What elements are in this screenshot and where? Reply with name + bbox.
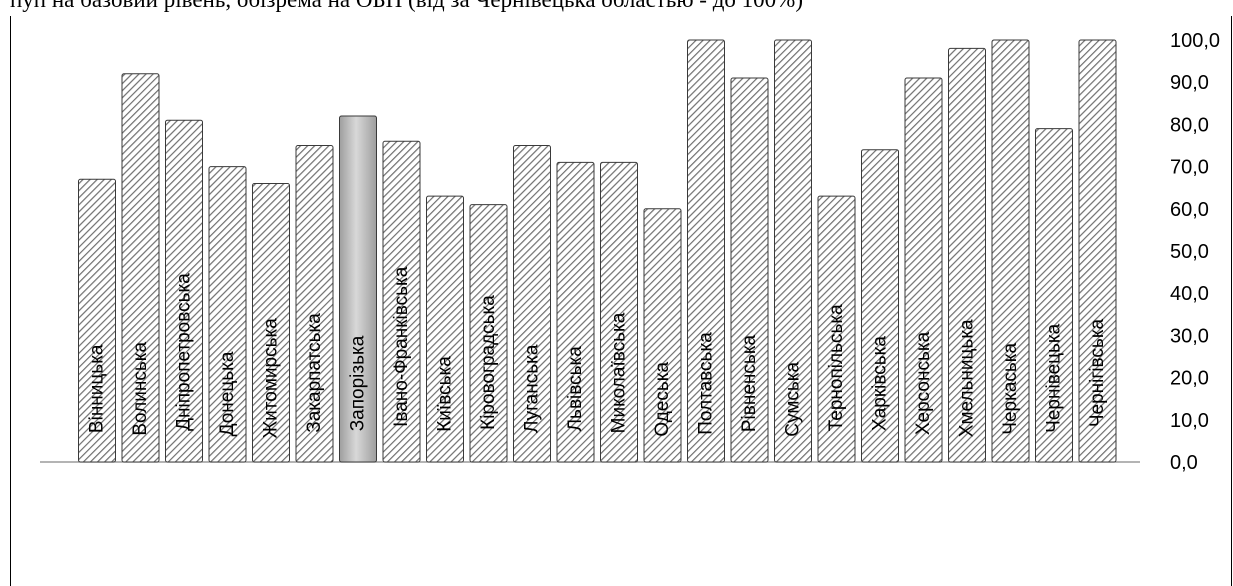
bar-21 [948,47,986,463]
bar-label-15: Полтавська [696,332,717,435]
y-tick-label-9: 90,0 [1170,72,1209,94]
bar-5 [252,183,290,463]
bar-1 [78,178,116,463]
bar-4 [208,166,247,463]
bar-label-17: Сумська [783,361,804,436]
bar-16 [730,77,769,463]
bar-7 [339,115,377,463]
bar-11 [513,145,551,463]
bar-label-6: Закарпатська [304,313,325,433]
bar-13 [600,161,638,463]
bar-3 [165,119,203,463]
bar-label-4: Донецька [217,351,238,436]
bar-2 [121,73,160,463]
bar-label-21: Хмельницька [957,319,978,437]
bar-22 [991,39,1030,463]
bar-label-8: Івано-Франківська [391,266,412,427]
bar-label-16: Рівненська [739,334,760,432]
y-tick-label-8: 80,0 [1170,114,1209,136]
bar-label-22: Черкаська [1000,342,1021,434]
bars-group [78,39,1117,463]
bar-label-3: Дніпропетровська [174,273,195,431]
bar-9 [426,195,464,463]
bar-label-1: Вінницька [87,344,108,433]
bar-labels-group: Вінницька Волинська Дніпропетровська Донець… [87,266,1109,438]
bar-label-12: Львівська [565,346,586,432]
bar-label-23: Чернівецька [1044,323,1065,432]
bar-label-24: Чернігівська [1087,318,1108,427]
bar-label-14: Одеська [652,362,673,437]
bar-label-5: Житомирська [261,318,282,439]
bar-17 [774,39,812,463]
y-tick-label-0: 0,0 [1170,452,1198,474]
y-tick-label-10: 100,0 [1170,30,1220,52]
bar-label-7: Запорізька [348,335,369,431]
bar-8 [382,140,421,463]
y-tick-label-5: 50,0 [1170,241,1209,263]
bar-18 [817,195,856,463]
bar-label-10: Кіровоградська [478,295,499,430]
bar-10 [469,204,508,463]
bar-20 [904,77,943,463]
y-tick-label-7: 70,0 [1170,157,1209,179]
bar-label-20: Херсонська [913,331,934,435]
bar-label-19: Харківська [870,336,891,431]
bar-label-18: Тернопільська [826,304,847,431]
bar-23 [1035,128,1073,463]
bar-14 [643,208,682,463]
bar-6 [295,145,334,463]
y-tick-label-6: 60,0 [1170,199,1209,221]
bar-12 [556,161,595,463]
y-tick-label-1: 10,0 [1170,410,1209,432]
bar-15 [687,39,725,463]
chart-frame [10,16,1232,586]
bar-label-9: Київська [435,356,456,432]
y-tick-label-3: 30,0 [1170,325,1209,347]
chart-caption: пуп на базовий рівень, обізрема на ОБП (… [10,0,1233,13]
bar-19 [861,149,899,463]
bar-24 [1078,39,1117,463]
y-axis: 0,0 10,0 20,0 30,0 40,0 50,0 60,0 70,0 80,0 90,0 1… [1170,30,1220,474]
bar-label-11: Луганська [522,344,543,433]
y-tick-label-4: 40,0 [1170,283,1209,305]
bar-label-13: Миколаївська [609,312,630,433]
y-tick-label-2: 20,0 [1170,368,1209,390]
bar-label-2: Волинська [130,342,151,436]
